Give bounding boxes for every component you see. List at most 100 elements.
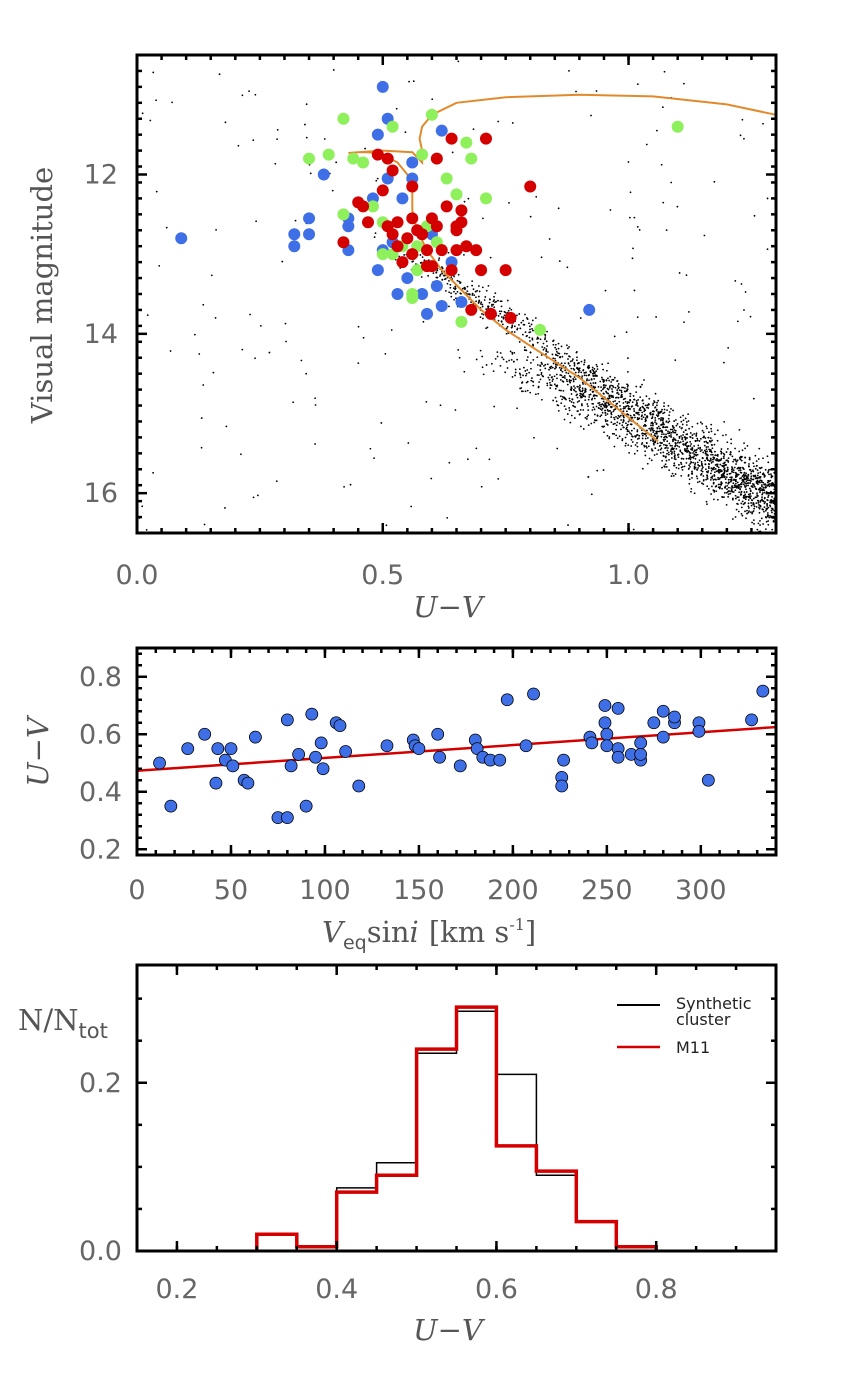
field-star [710,453,712,456]
field-star [731,490,734,493]
field-star [708,431,710,434]
field-star [430,477,433,480]
field-star [761,496,763,499]
field-star [593,394,596,397]
field-star [695,435,698,437]
field-star [763,502,766,505]
field-star [575,390,577,393]
field-star [618,389,621,392]
field-star [628,451,631,454]
field-star [726,484,729,487]
field-star [531,377,533,379]
field-star [224,507,226,509]
field-star [526,356,529,358]
field-star [530,361,532,364]
field-star [743,502,746,505]
field-star [749,315,752,318]
field-star [749,495,752,497]
field-star [755,477,758,480]
field-star [656,435,659,438]
field-star [616,379,619,382]
field-star [305,103,308,106]
field-star [669,444,672,447]
field-star [684,442,687,445]
field-star [710,469,713,472]
field-star [682,434,684,436]
field-star [661,431,664,434]
field-star [613,433,616,435]
field-star [529,340,531,342]
field-star [697,447,700,450]
field-star [767,496,769,499]
field-star [419,254,422,256]
field-star [638,407,641,410]
field-star [595,405,598,408]
field-star [639,409,642,412]
field-star [711,444,713,447]
field-star [635,400,638,402]
field-star [626,410,628,413]
field-star [723,464,726,467]
red-star-marker [406,180,419,193]
field-star [479,316,482,318]
field-star [637,411,640,414]
field-star [447,251,450,254]
field-star [525,335,528,338]
field-star [500,305,503,308]
field-star [767,471,769,474]
field-star [617,393,620,396]
field-star [567,372,570,375]
field-star [736,502,739,505]
field-star [726,473,729,476]
field-star [503,310,506,313]
red-star-marker [475,264,488,277]
field-star [458,356,461,359]
field-star [752,478,755,481]
field-star [641,437,644,440]
field-star [755,506,758,508]
field-star [478,290,481,293]
field-star [710,430,713,433]
field-star [670,181,673,184]
field-star [757,472,760,475]
field-star [546,382,549,385]
field-star [294,219,297,222]
field-star [561,370,564,373]
field-star [536,374,539,376]
field-star [544,367,547,370]
field-star [454,292,457,295]
field-star [332,69,335,71]
x-tick-label: 150 [393,875,445,906]
field-star [563,418,566,421]
field-star [601,378,604,381]
field-star [576,396,579,399]
field-star [193,333,196,336]
field-star [552,378,554,381]
field-star [634,416,636,419]
field-star [676,444,679,447]
red-star-marker [401,232,414,245]
field-star [771,496,773,498]
field-star [486,326,489,329]
field-star [664,435,666,438]
field-star [583,374,586,377]
field-star [693,453,696,456]
field-star [595,419,598,422]
field-star [603,386,606,389]
field-star [612,378,615,381]
field-star [727,481,730,484]
field-star [478,285,480,287]
field-star [743,491,746,493]
field-star [734,489,737,492]
rotation-marker [292,747,306,761]
field-star [675,447,678,450]
field-star [570,414,573,417]
field-star [485,364,488,366]
field-star [764,528,767,531]
field-star [561,398,564,401]
field-star [563,375,566,377]
field-star [665,465,668,468]
field-star [477,295,480,298]
x-tick-label: 0.0 [116,560,159,591]
field-star [625,422,627,425]
